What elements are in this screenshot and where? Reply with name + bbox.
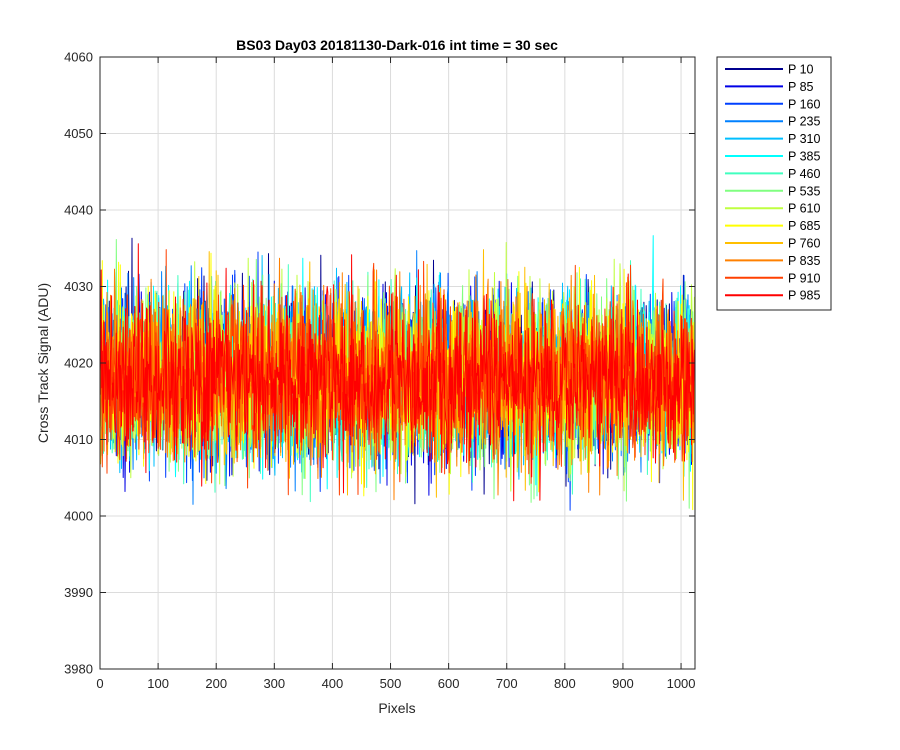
y-axis-label: Cross Track Signal (ADU): [35, 283, 51, 443]
legend-entry-label: P 385: [788, 150, 820, 164]
x-tick-label: 100: [147, 676, 169, 691]
x-tick-label: 0: [96, 676, 103, 691]
legend-entry-label: P 835: [788, 254, 820, 268]
x-axis-label: Pixels: [378, 700, 415, 716]
legend-items: P 10 P 85 P 160 P 235 P 310 P 385 P 460 P 535 P …: [725, 63, 820, 303]
x-tick-label: 200: [205, 676, 227, 691]
y-tick-label: 4010: [64, 432, 93, 447]
x-tick-label: 1000: [667, 676, 696, 691]
legend-entry-label: P 85: [788, 80, 814, 94]
x-tick-label: 800: [554, 676, 576, 691]
x-tick-label: 600: [438, 676, 460, 691]
legend-entry-label: P 235: [788, 115, 820, 129]
legend-box: [716, 56, 832, 311]
y-tick-label: 4060: [64, 50, 93, 65]
x-tick-label: 500: [380, 676, 402, 691]
y-tick-label: 4020: [64, 356, 93, 371]
y-tick-label: 3980: [64, 662, 93, 677]
legend-entry-label: P 760: [788, 237, 820, 251]
ticks: 0 100 200 300 400 500 600 700 800 900 1000 3980 3990…: [64, 50, 695, 692]
y-tick-label: 4030: [64, 279, 93, 294]
series-line: [100, 243, 695, 502]
legend-entry-label: P 610: [788, 202, 820, 216]
legend-entry-label: P 910: [788, 271, 820, 285]
legend-entry-label: P 310: [788, 132, 820, 146]
legend-entry-label: P 460: [788, 167, 820, 181]
legend-entry-label: P 535: [788, 184, 820, 198]
legend-entry-label: P 10: [788, 63, 814, 77]
x-tick-label: 900: [612, 676, 634, 691]
legend-entry-label: P 685: [788, 219, 820, 233]
y-tick-label: 4050: [64, 126, 93, 141]
chart-title: BS03 Day03 20181130-Dark-016 int time = …: [236, 37, 558, 53]
legend: P 10 P 85 P 160 P 235 P 310 P 385 P 460 P 535 P …: [716, 56, 832, 311]
x-tick-label: 400: [322, 676, 344, 691]
legend-entry-label: P 985: [788, 289, 820, 303]
x-tick-label: 700: [496, 676, 518, 691]
series-layer: [100, 235, 695, 511]
y-tick-label: 3990: [64, 585, 93, 600]
x-tick-label: 300: [263, 676, 285, 691]
legend-entry-label: P 160: [788, 97, 820, 111]
plot-area: 0 100 200 300 400 500 600 700 800 900 1000 3980 3990…: [64, 50, 695, 692]
y-tick-label: 4040: [64, 203, 93, 218]
y-tick-label: 4000: [64, 509, 93, 524]
